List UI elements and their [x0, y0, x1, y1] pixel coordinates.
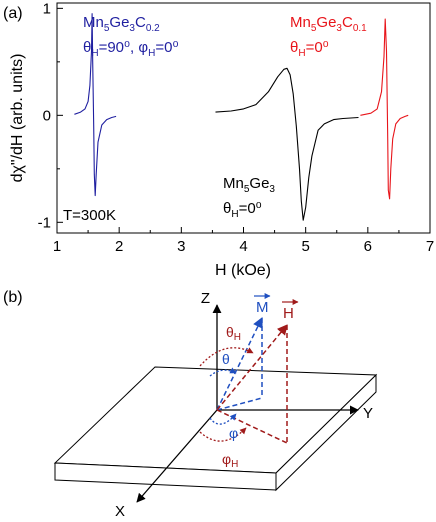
x-axis-label: H (kOe) — [215, 262, 271, 279]
m-vector — [216, 317, 263, 411]
series-line-red — [360, 18, 409, 200]
chart: 1 2 3 4 5 6 7 -1 0 1 H (kOe) dχ"/dH (arb. units)… — [9, 0, 434, 279]
y-tick-label: 0 — [43, 107, 51, 124]
x-tick-label: 6 — [364, 238, 372, 255]
y-axis-label-diagram: Y — [363, 405, 373, 422]
series-line-black — [215, 67, 359, 221]
y-tick-label: -1 — [38, 214, 51, 231]
theta-h-label: θH — [226, 324, 241, 343]
x-tick-label: 7 — [426, 238, 434, 255]
phi-h-arc — [199, 427, 247, 442]
plot-frame — [56, 2, 431, 234]
theta-label: θ — [222, 351, 230, 367]
x-tick-label: 4 — [239, 238, 247, 255]
series-label-black-formula: Mn5Ge3 — [223, 175, 275, 195]
x-tick-label: 2 — [115, 238, 123, 255]
series-label-red: Mn5Ge3C0.1 θH=0⁰ — [290, 14, 371, 59]
y-ticks: -1 0 1 — [38, 0, 63, 231]
series-label-blue-formula: Mn5Ge3C0.2 — [83, 14, 160, 34]
series-label-black: Mn5Ge3 θH=0⁰ — [223, 175, 279, 220]
x-tick-label: 3 — [177, 238, 185, 255]
z-axis-label: Z — [201, 290, 210, 307]
series-label-black-angles: θH=0⁰ — [223, 200, 262, 220]
m-vector-label: M — [256, 299, 269, 316]
phi-h-label: φH — [222, 451, 238, 470]
h-projection-inplane — [216, 409, 288, 444]
temperature-annotation: T=300K — [63, 207, 116, 224]
series-label-blue-angles: θH=90⁰, φH=0⁰ — [83, 39, 178, 59]
x-axis-label-diagram: X — [115, 503, 125, 520]
phi-arc — [209, 413, 237, 425]
series-label-red-angles: θH=0⁰ — [290, 39, 329, 59]
slab-top — [53, 366, 378, 474]
theta-arc — [209, 367, 237, 377]
panel-label-b: (b) — [3, 289, 23, 306]
y-axis-label: dχ"/dH (arb. units) — [9, 54, 26, 183]
series-label-red-formula: Mn5Ge3C0.1 — [290, 14, 367, 34]
x-ticks: 1 2 3 4 5 6 7 — [53, 227, 434, 255]
y-tick-label: 1 — [43, 0, 51, 17]
x-tick-label: 5 — [301, 238, 309, 255]
h-vector-label: H — [283, 305, 294, 322]
geometry-diagram: Z Y X M H θH θ φ φH — [53, 290, 378, 520]
slab-side — [275, 373, 377, 492]
phi-label: φ — [229, 425, 238, 441]
x-axis — [136, 409, 218, 503]
panel-label-a: (a) — [3, 5, 23, 22]
series-lines — [74, 13, 409, 221]
h-vector — [216, 324, 288, 411]
x-tick-label: 1 — [53, 238, 61, 255]
series-label-blue: Mn5Ge3C0.2 θH=90⁰, φH=0⁰ — [83, 14, 178, 59]
series-line-blue — [74, 13, 117, 197]
